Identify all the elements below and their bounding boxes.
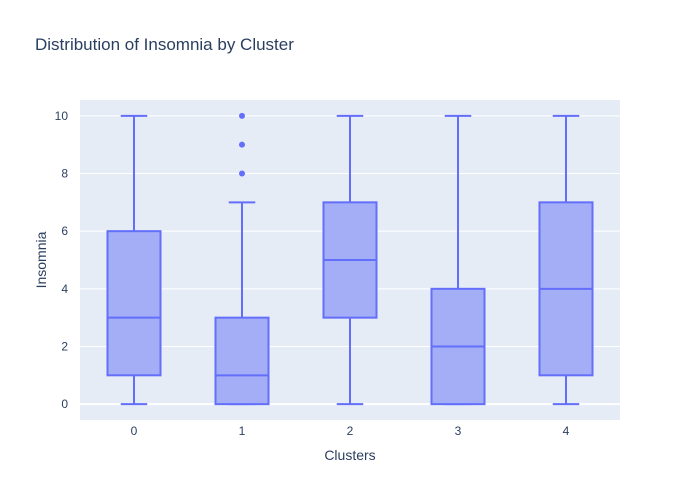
y-tick-label: 6 (61, 224, 68, 238)
y-tick-label: 8 (61, 167, 68, 181)
box-group-cluster-4 (538, 114, 594, 406)
box-group-cluster-1 (214, 112, 270, 406)
box-series (106, 112, 594, 406)
box-iqr (214, 316, 270, 406)
x-tick-label: 3 (455, 424, 462, 438)
box-group-cluster-0 (106, 114, 162, 406)
outlier-point (239, 112, 245, 119)
x-axis-title: Clusters (324, 447, 375, 463)
y-tick-label: 4 (61, 282, 68, 296)
y-tick-label: 0 (61, 397, 68, 411)
y-tick-label: 2 (61, 339, 68, 353)
x-tick-labels: 0 1 2 3 4 (131, 424, 570, 438)
outlier-point (239, 170, 245, 177)
y-tick-label: 10 (55, 109, 69, 123)
y-tick-labels: 0 2 4 6 8 10 (55, 109, 69, 411)
y-axis-title: Insomnia (33, 231, 49, 288)
x-tick-label: 2 (347, 424, 354, 438)
x-tick-label: 1 (239, 424, 246, 438)
box-group-cluster-3 (430, 114, 486, 406)
x-tick-label: 4 (563, 424, 570, 438)
box-group-cluster-2 (322, 114, 378, 406)
chart-title: Distribution of Insomnia by Cluster (35, 35, 294, 54)
x-tick-label: 0 (131, 424, 138, 438)
box-iqr (106, 230, 162, 377)
outlier-point (239, 141, 245, 148)
